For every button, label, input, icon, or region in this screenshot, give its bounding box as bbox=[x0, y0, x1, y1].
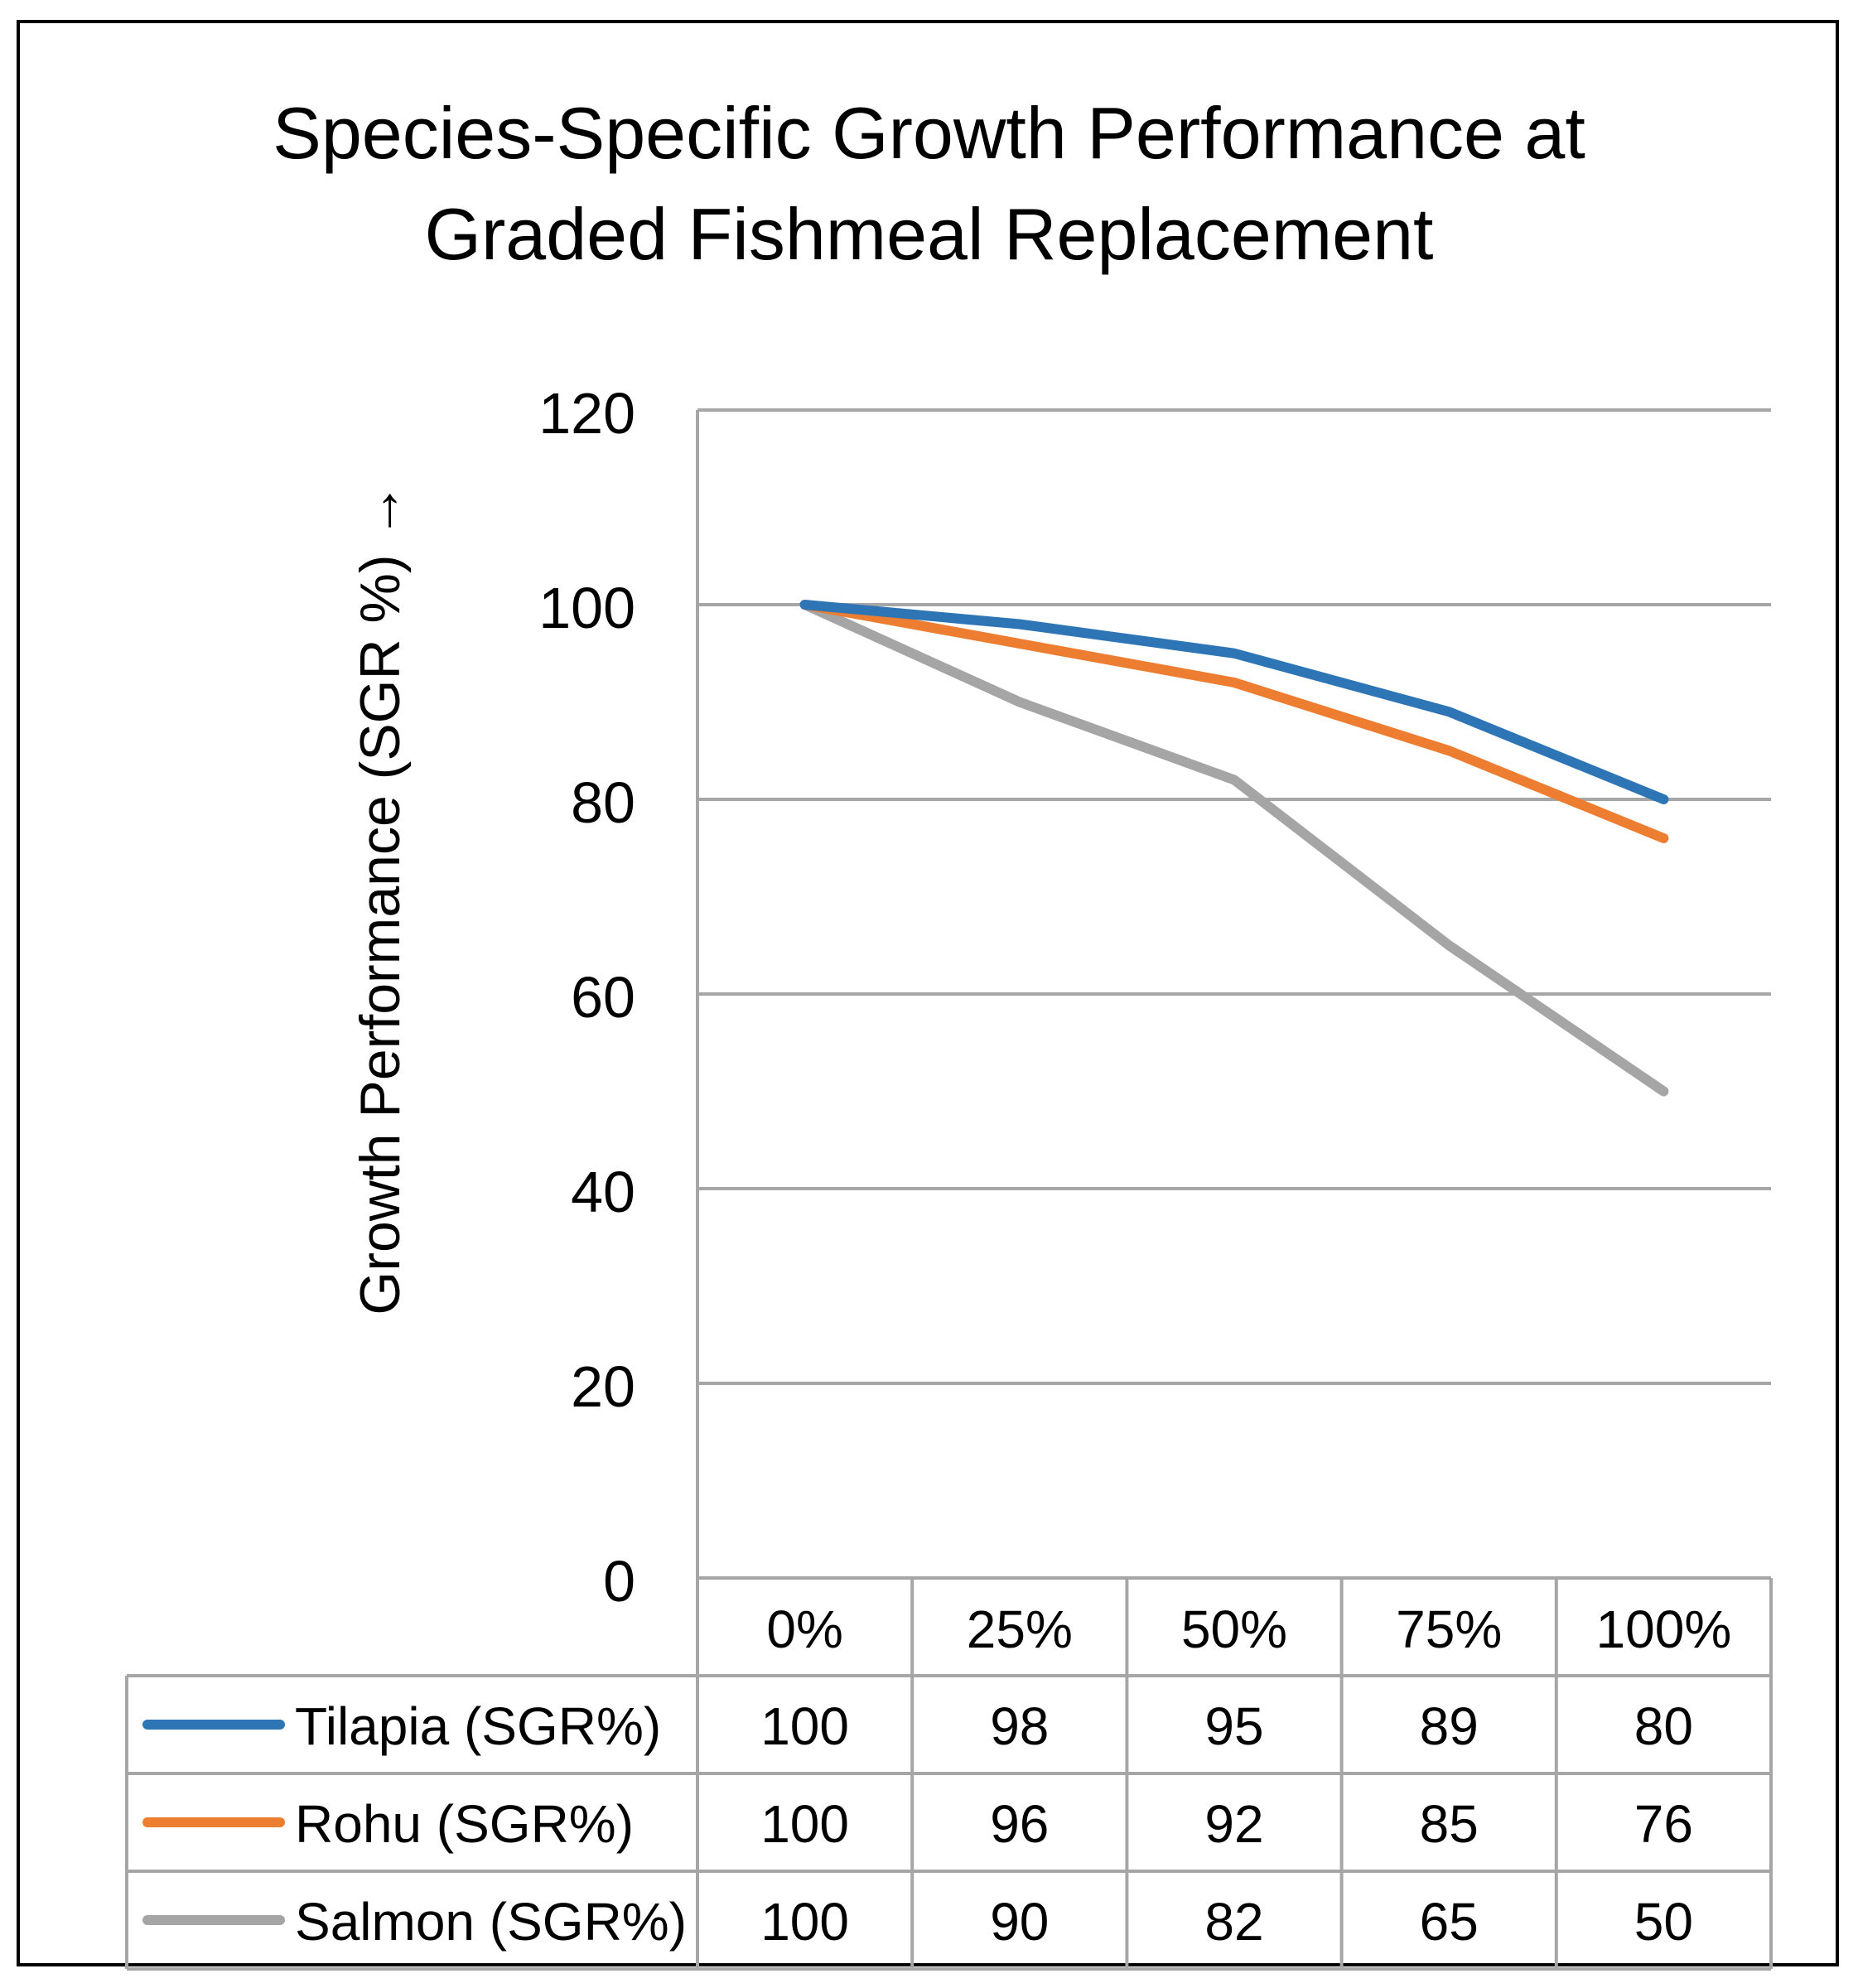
chart-title: Species-Specific Growth Performance at G… bbox=[0, 83, 1858, 285]
series-line-2 bbox=[799, 600, 1669, 1097]
chart-title-line-1: Species-Specific Growth Performance at bbox=[273, 92, 1585, 174]
table-value-cell: 90 bbox=[990, 1892, 1049, 1952]
series-line-0 bbox=[799, 600, 1669, 804]
table-value-cell: 89 bbox=[1420, 1696, 1479, 1756]
y-tick-label: 80 bbox=[571, 770, 635, 835]
y-tick-label: 100 bbox=[538, 576, 635, 640]
table-value-cell: 100 bbox=[760, 1696, 849, 1756]
legend-label: Rohu (SGR%) bbox=[295, 1794, 634, 1854]
table-value-cell: 92 bbox=[1204, 1794, 1263, 1854]
table-value-cell: 82 bbox=[1204, 1892, 1263, 1952]
chart-title-line-2: Graded Fishmeal Replacement bbox=[424, 193, 1434, 275]
x-tick-label: 50% bbox=[1181, 1600, 1287, 1659]
table-value-cell: 100 bbox=[760, 1794, 849, 1854]
x-tick-label: 25% bbox=[967, 1600, 1073, 1659]
table-value-cell: 95 bbox=[1204, 1696, 1263, 1756]
y-axis-label: Growth Performance (SGR %) → bbox=[349, 482, 412, 1315]
legend-label: Tilapia (SGR%) bbox=[295, 1696, 661, 1756]
series-line-1 bbox=[799, 600, 1669, 843]
y-tick-label: 120 bbox=[538, 381, 635, 446]
x-tick-label: 100% bbox=[1596, 1600, 1732, 1659]
table-value-cell: 100 bbox=[760, 1892, 849, 1952]
y-tick-label: 0 bbox=[603, 1549, 635, 1614]
table-value-cell: 76 bbox=[1634, 1794, 1693, 1854]
chart-frame bbox=[17, 20, 1839, 1966]
table-value-cell: 65 bbox=[1420, 1892, 1479, 1952]
table-value-cell: 50 bbox=[1634, 1892, 1693, 1952]
y-tick-label: 20 bbox=[571, 1354, 635, 1419]
table-value-cell: 85 bbox=[1420, 1794, 1479, 1854]
y-tick-label: 40 bbox=[571, 1160, 635, 1224]
y-tick-label: 60 bbox=[571, 965, 635, 1030]
table-value-cell: 96 bbox=[990, 1794, 1049, 1854]
x-tick-label: 75% bbox=[1396, 1600, 1502, 1659]
table-value-cell: 80 bbox=[1634, 1696, 1693, 1756]
x-tick-label: 0% bbox=[766, 1600, 843, 1659]
table-value-cell: 98 bbox=[990, 1696, 1049, 1756]
legend-label: Salmon (SGR%) bbox=[295, 1892, 687, 1952]
